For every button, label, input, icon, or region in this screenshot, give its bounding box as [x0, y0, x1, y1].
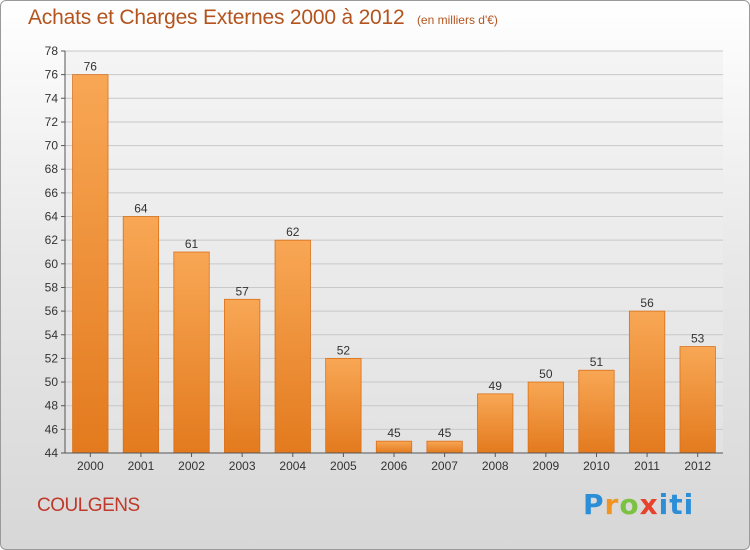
- x-tick-label: 2002: [178, 459, 205, 473]
- x-tick-label: 2001: [128, 459, 155, 473]
- bar[interactable]: [628, 310, 666, 454]
- y-tick-label: 78: [45, 44, 59, 58]
- bar[interactable]: [274, 239, 311, 454]
- bar[interactable]: [477, 393, 514, 454]
- bar[interactable]: [527, 381, 564, 454]
- x-tick-label: 2005: [330, 459, 357, 473]
- x-tick-label: 2008: [482, 459, 509, 473]
- data-label: 45: [438, 426, 452, 440]
- proxiti-logo[interactable]: Proxiti: [583, 488, 695, 521]
- y-tick-label: 58: [45, 280, 59, 294]
- x-tick-label: 2010: [583, 459, 610, 473]
- y-tick-label: 54: [45, 328, 59, 342]
- bar[interactable]: [224, 298, 261, 454]
- bars: [72, 74, 716, 454]
- bar[interactable]: [679, 346, 716, 454]
- data-label: 76: [84, 60, 98, 74]
- data-label: 51: [590, 355, 604, 369]
- x-tick-label: 2004: [279, 459, 306, 473]
- data-label: 53: [691, 332, 705, 346]
- data-label: 61: [185, 237, 199, 251]
- bar[interactable]: [325, 358, 362, 454]
- data-label: 64: [134, 202, 148, 216]
- data-label: 56: [640, 296, 654, 310]
- bar[interactable]: [426, 440, 463, 454]
- data-label: 49: [489, 379, 503, 393]
- x-tick-label: 2011: [634, 459, 660, 473]
- y-tick-label: 68: [45, 162, 59, 176]
- bar[interactable]: [578, 369, 615, 454]
- data-label: 62: [286, 225, 300, 239]
- bar[interactable]: [375, 440, 413, 454]
- bar[interactable]: [72, 74, 109, 454]
- y-tick-label: 46: [45, 422, 59, 436]
- y-tick-label: 66: [45, 186, 59, 200]
- y-tick-label: 64: [45, 210, 59, 224]
- bar[interactable]: [173, 251, 210, 454]
- y-tick-label: 50: [45, 375, 59, 389]
- data-label: 52: [337, 343, 351, 357]
- y-tick-label: 56: [45, 304, 59, 318]
- commune-name: COULGENS: [37, 495, 140, 516]
- y-tick-label: 72: [45, 115, 59, 129]
- bar[interactable]: [122, 216, 160, 454]
- y-tick-label: 48: [45, 399, 59, 413]
- y-axis-ticks: 44 46 48 50 52 54 56 58 60 62 64 66 68 70 72 74 76 78: [45, 44, 65, 460]
- chart-title: Achats et Charges Externes 2000 à 2012: [28, 6, 405, 29]
- y-tick-label: 70: [45, 139, 59, 153]
- data-label: 50: [539, 367, 553, 381]
- x-tick-label: 2012: [684, 459, 711, 473]
- chart-subtitle: (en milliers d'€): [416, 13, 498, 27]
- x-tick-label: 2003: [229, 459, 256, 473]
- x-tick-label: 2006: [381, 459, 408, 473]
- plot-area: [65, 51, 723, 453]
- x-tick-label: 2009: [532, 459, 559, 473]
- y-tick-label: 44: [45, 446, 59, 460]
- data-label: 45: [387, 426, 401, 440]
- y-tick-label: 62: [45, 233, 59, 247]
- y-tick-label: 52: [45, 351, 59, 365]
- x-axis-ticks: 2000 2001 2002 2003 2004 2005 2006 2007 2008 2009…: [77, 453, 711, 473]
- x-tick-label: 2000: [77, 459, 104, 473]
- y-tick-label: 76: [45, 68, 59, 82]
- title-row: Achats et Charges Externes 2000 à 2012 (…: [28, 6, 498, 30]
- data-label: 57: [235, 284, 249, 298]
- x-tick-label: 2007: [431, 459, 458, 473]
- y-tick-label: 74: [45, 91, 59, 105]
- data-labels: 76 64 61 57 62 52 45 45 49 50 51 56 53: [84, 60, 705, 441]
- y-tick-label: 60: [45, 257, 59, 271]
